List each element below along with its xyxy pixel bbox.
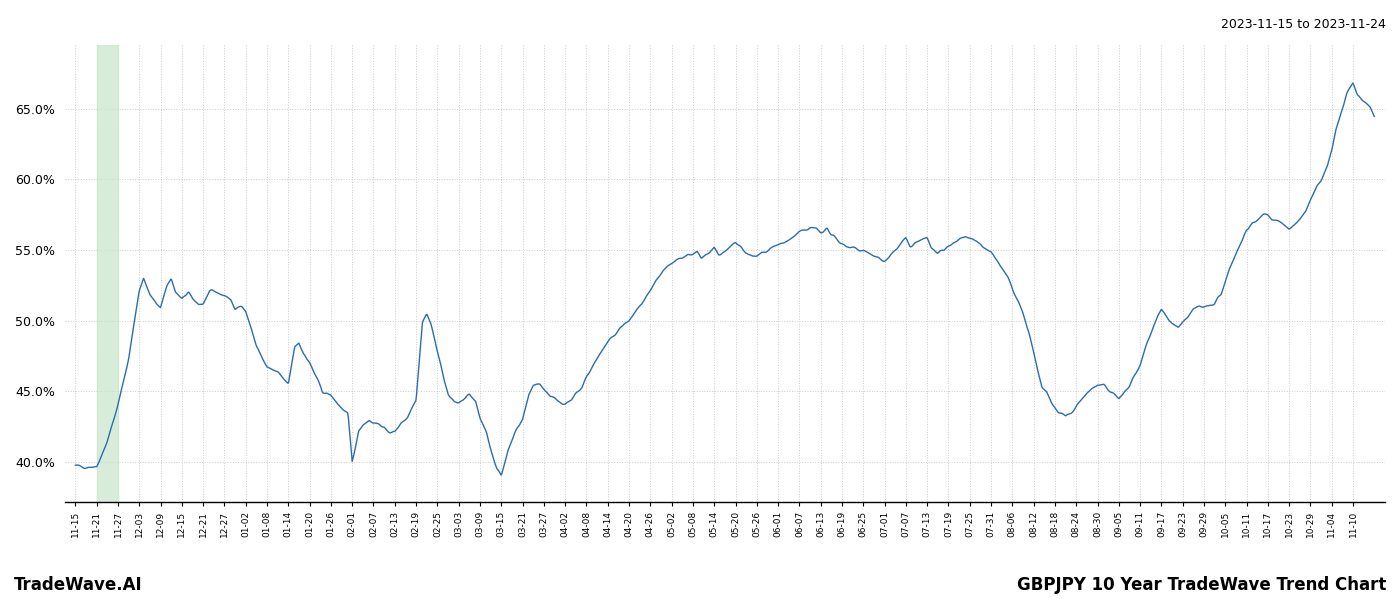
Text: 2023-11-15 to 2023-11-24: 2023-11-15 to 2023-11-24 bbox=[1221, 18, 1386, 31]
Text: TradeWave.AI: TradeWave.AI bbox=[14, 576, 143, 594]
Bar bbox=[97, 45, 118, 502]
Text: GBPJPY 10 Year TradeWave Trend Chart: GBPJPY 10 Year TradeWave Trend Chart bbox=[1016, 576, 1386, 594]
